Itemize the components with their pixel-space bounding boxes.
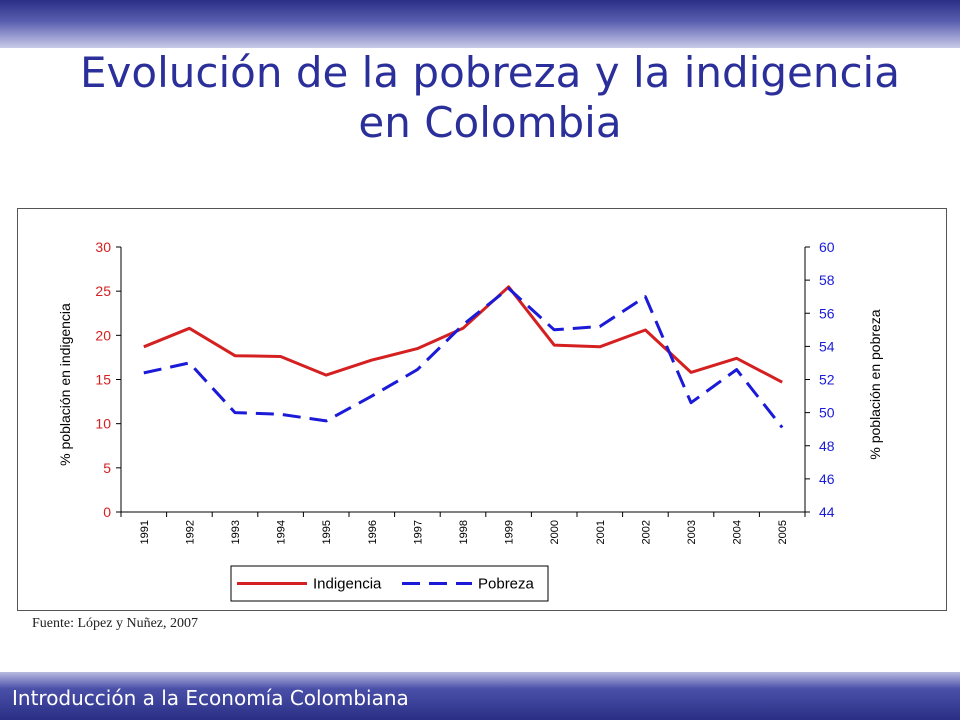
x-axis-tick-label: 1994 — [276, 520, 288, 544]
x-axis-tick-label: 2002 — [640, 520, 652, 544]
right-axis-tick-label: 58 — [819, 272, 835, 288]
chart-series — [143, 285, 784, 429]
right-axis-tick-label: 46 — [819, 471, 835, 487]
right-axis-tick-label: 60 — [819, 239, 835, 255]
right-axis-tick-label: 56 — [819, 305, 835, 321]
x-axis-tick-label: 2001 — [595, 520, 607, 544]
x-axis-tick-label: 1996 — [367, 520, 379, 544]
right-axis-tick-label: 48 — [819, 438, 835, 454]
title-line-1: Evolución de la pobreza y la indigencia — [80, 48, 900, 97]
left-axis-tick-label: 20 — [95, 327, 111, 343]
right-axis-tick-label: 44 — [819, 504, 835, 520]
top-banner — [0, 0, 960, 48]
chart-axes: 0 5 10 15 20 25 30 44 46 48 50 52 54 56 58 60 1991 1992 19… — [57, 239, 883, 544]
x-axis-tick-label: 1991 — [139, 520, 151, 544]
left-axis-tick-label: 5 — [103, 460, 111, 476]
x-axis-tick-label: 2004 — [732, 520, 744, 544]
x-axis-tick-label: 1999 — [504, 520, 516, 544]
left-axis-tick-label: 25 — [95, 283, 111, 299]
chart-legend: Indigencia Pobreza — [230, 565, 549, 602]
x-axis-tick-label: 1993 — [230, 520, 242, 544]
right-axis-tick-label: 50 — [819, 405, 835, 421]
x-axis-tick-label: 1995 — [321, 520, 333, 544]
footer-text: Introducción a la Economía Colombiana — [12, 686, 409, 710]
slide-title: Evolución de la pobreza y la indigencia … — [60, 48, 920, 148]
bottom-banner — [0, 672, 960, 720]
left-axis-title: % población en indigencia — [57, 303, 73, 466]
left-axis-tick-label: 30 — [95, 239, 111, 255]
x-axis-tick-label: 2005 — [777, 520, 789, 544]
left-axis-tick-label: 10 — [95, 416, 111, 432]
line-chart: 0 5 10 15 20 25 30 44 46 48 50 52 54 56 58 60 1991 1992 19… — [57, 239, 883, 602]
x-axis-tick-label: 2003 — [686, 520, 698, 544]
chart-area: 0 5 10 15 20 25 30 44 46 48 50 52 54 56 58 60 1991 1992 19… — [17, 208, 947, 611]
right-axis-tick-label: 54 — [819, 338, 835, 354]
right-axis-tick-label: 52 — [819, 372, 835, 388]
series-line-pobreza — [143, 286, 784, 429]
series-line-indigencia — [143, 285, 783, 384]
right-axis-title: % población en pobreza — [867, 309, 883, 459]
left-axis-tick-label: 0 — [103, 504, 111, 520]
x-axis-tick-label: 1992 — [184, 520, 196, 544]
legend-label-indigencia: Indigencia — [313, 576, 382, 593]
left-axis-tick-label: 15 — [95, 372, 111, 388]
legend-label-pobreza: Pobreza — [478, 576, 535, 593]
source-note: Fuente: López y Nuñez, 2007 — [32, 616, 199, 631]
x-axis-tick-label: 2000 — [549, 520, 561, 544]
x-axis-tick-label: 1998 — [458, 520, 470, 544]
title-line-2: en Colombia — [358, 98, 622, 147]
x-axis-tick-label: 1997 — [412, 520, 424, 544]
